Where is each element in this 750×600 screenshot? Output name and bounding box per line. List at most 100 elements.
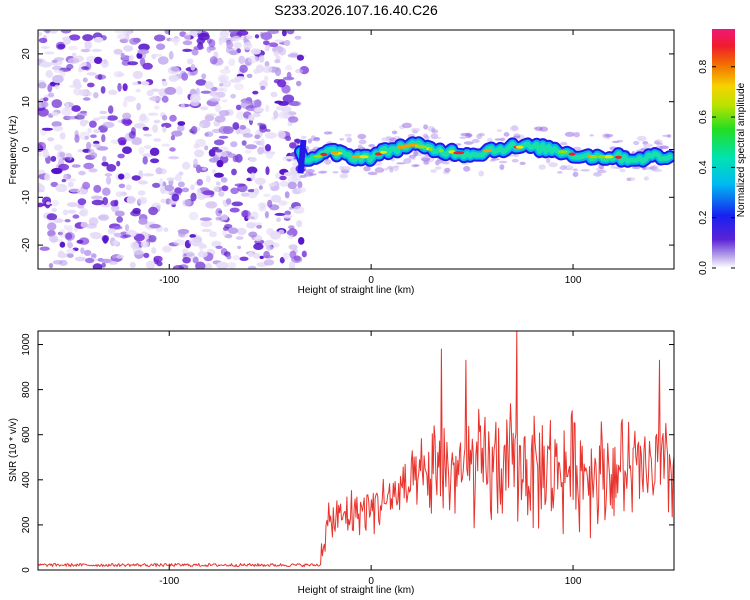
noise-blob [159, 178, 164, 187]
noise-blob [112, 225, 123, 230]
noise-blob [154, 105, 160, 110]
snr-plot-area [38, 331, 674, 568]
noise-blob [211, 94, 218, 99]
noise-blob [147, 112, 159, 116]
noise-blob [565, 168, 574, 171]
noise-blob [128, 131, 136, 139]
noise-blob [197, 32, 210, 41]
noise-blob [235, 236, 244, 240]
noise-blob [164, 86, 177, 95]
noise-blob [267, 30, 280, 35]
noise-blob [65, 102, 70, 112]
noise-blob [214, 115, 226, 123]
noise-blob [87, 91, 93, 97]
noise-blob [38, 202, 44, 208]
noise-blob [224, 224, 233, 229]
noise-blob [88, 168, 98, 173]
noise-blob [94, 56, 103, 64]
noise-blob [281, 84, 291, 94]
noise-blob [288, 116, 299, 123]
noise-blob [431, 129, 439, 134]
noise-blob [239, 64, 248, 74]
noise-blob [123, 45, 134, 52]
noise-blob [125, 184, 132, 191]
noise-blob [209, 231, 217, 238]
noise-blob [286, 230, 295, 235]
noise-blob [393, 165, 399, 172]
noise-blob [253, 188, 260, 195]
noise-blob [196, 188, 202, 197]
noise-blob [150, 88, 160, 92]
noise-blob [38, 108, 49, 117]
noise-blob [237, 245, 242, 250]
noise-blob [633, 140, 640, 146]
noise-blob [234, 76, 246, 81]
noise-blob [346, 137, 352, 143]
noise-blob [496, 129, 503, 132]
noise-blob [204, 145, 209, 151]
noise-blob [122, 234, 131, 238]
noise-blob [459, 136, 467, 139]
y-tick-label: 0 [21, 567, 32, 573]
noise-blob [619, 169, 626, 173]
noise-blob [218, 135, 229, 139]
noise-blob [593, 172, 602, 177]
noise-blob [232, 122, 240, 130]
noise-blob [519, 161, 526, 165]
noise-blob [132, 207, 141, 214]
noise-blob [153, 138, 162, 142]
noise-blob [264, 211, 269, 219]
noise-blob [84, 135, 89, 140]
noise-blob [145, 260, 156, 269]
noise-blob [323, 131, 331, 135]
noise-blob [170, 66, 180, 72]
noise-blob [253, 242, 264, 251]
noise-blob [193, 45, 205, 51]
noise-blob [264, 46, 270, 51]
noise-blob [225, 198, 232, 205]
noise-blob [295, 68, 304, 74]
noise-blob [51, 121, 62, 128]
noise-blob [411, 156, 416, 161]
noise-blob [44, 51, 55, 55]
noise-blob [38, 82, 47, 89]
noise-blob [67, 57, 80, 64]
noise-blob [164, 184, 175, 192]
noise-blob [548, 162, 558, 168]
noise-blob [127, 61, 139, 66]
noise-blob [104, 173, 113, 177]
noise-blob [38, 37, 48, 44]
noise-blob [279, 180, 290, 187]
noise-blob [77, 189, 88, 195]
noise-blob [282, 111, 291, 119]
noise-blob [297, 181, 303, 189]
noise-blob [288, 244, 298, 251]
noise-blob [38, 144, 44, 153]
signal-hotspot [614, 155, 622, 159]
noise-blob [560, 141, 568, 146]
noise-blob [157, 56, 169, 65]
noise-blob [218, 125, 230, 135]
noise-blob [63, 36, 71, 45]
noise-blob [251, 222, 263, 226]
noise-blob [188, 211, 199, 221]
noise-blob [114, 30, 127, 34]
noise-blob [204, 81, 214, 90]
noise-blob [229, 50, 239, 56]
noise-blob [282, 214, 293, 219]
noise-blob [296, 80, 302, 87]
noise-blob [236, 227, 247, 236]
noise-blob [230, 141, 238, 148]
noise-blob [626, 177, 632, 182]
noise-blob [604, 133, 614, 138]
y-tick-label: 1000 [21, 333, 32, 356]
noise-blob [307, 138, 312, 144]
noise-blob [61, 107, 72, 117]
noise-blob [463, 165, 471, 172]
colorbar [712, 29, 735, 268]
noise-blob [254, 177, 266, 185]
noise-blob [138, 180, 148, 185]
noise-blob [101, 59, 109, 68]
noise-blob [240, 210, 251, 218]
noise-blob [173, 239, 185, 246]
